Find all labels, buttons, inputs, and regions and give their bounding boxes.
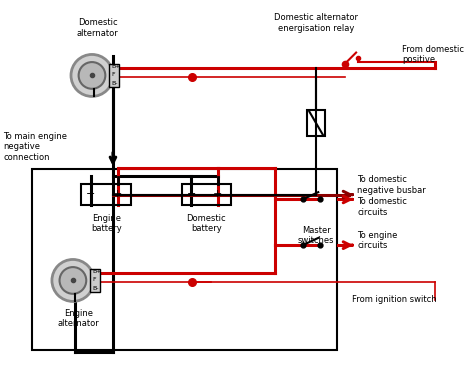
- Text: Domestic alternator
energisation relay: Domestic alternator energisation relay: [274, 13, 358, 33]
- Text: Domestic
alternator: Domestic alternator: [77, 18, 118, 38]
- Text: +: +: [113, 188, 122, 199]
- Circle shape: [52, 260, 94, 301]
- Text: −: −: [186, 188, 196, 199]
- Text: F: F: [111, 72, 115, 77]
- Text: F: F: [92, 277, 96, 282]
- Text: To domestic
circuits: To domestic circuits: [357, 197, 407, 217]
- Text: +: +: [213, 188, 222, 199]
- Text: B+: B+: [92, 269, 101, 275]
- Text: B-: B-: [111, 80, 118, 86]
- Circle shape: [71, 55, 113, 96]
- Text: To domestic
negative busbar: To domestic negative busbar: [357, 175, 426, 195]
- Bar: [90, 269, 100, 292]
- Bar: [32, 169, 337, 350]
- Text: To main engine
negative
connection: To main engine negative connection: [3, 132, 67, 162]
- Text: From domestic
positive: From domestic positive: [402, 45, 464, 64]
- Bar: [109, 64, 118, 87]
- Text: Engine
battery: Engine battery: [91, 214, 122, 233]
- Bar: [182, 184, 231, 205]
- Text: Engine
alternator: Engine alternator: [58, 309, 100, 328]
- Bar: [308, 110, 325, 137]
- Circle shape: [79, 62, 105, 89]
- Text: From ignition switch: From ignition switch: [352, 295, 437, 304]
- Text: Domestic
battery: Domestic battery: [187, 214, 226, 233]
- Text: B-: B-: [92, 286, 99, 291]
- Text: B+: B+: [111, 64, 120, 69]
- Bar: [82, 184, 131, 205]
- Circle shape: [60, 267, 86, 294]
- Text: To engine
circuits: To engine circuits: [357, 231, 397, 250]
- Text: Master
switches: Master switches: [298, 226, 334, 245]
- Text: −: −: [86, 188, 96, 199]
